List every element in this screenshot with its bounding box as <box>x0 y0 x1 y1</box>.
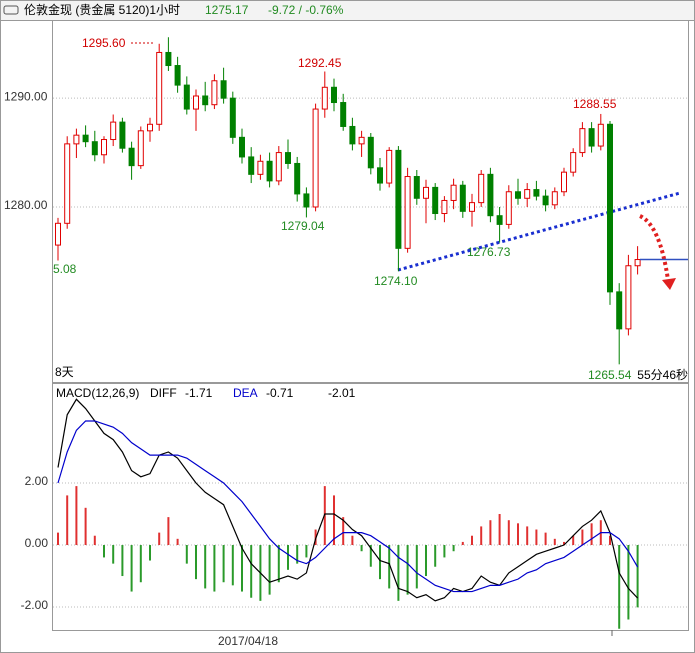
candle-body <box>413 176 420 199</box>
candle-body <box>404 176 411 249</box>
right-timer: 55分46秒 <box>637 368 688 382</box>
price-panel <box>52 20 689 383</box>
candle-body <box>91 141 98 156</box>
annotation: 5.08 <box>53 262 77 276</box>
candle-body <box>634 259 641 267</box>
candle-body <box>459 184 466 212</box>
annotation: 1295.60 <box>82 36 126 50</box>
candle-body <box>505 191 512 225</box>
candle-body <box>193 95 199 110</box>
candle-body <box>101 139 107 156</box>
candle-body <box>597 123 604 147</box>
y-tick-label: 1280.00 <box>4 198 48 212</box>
candle-body <box>524 189 531 199</box>
candle-body <box>248 156 255 175</box>
candle-body <box>588 128 595 147</box>
annotation: 1279.04 <box>281 219 325 233</box>
candle-body <box>331 86 337 104</box>
candle-body <box>432 186 439 215</box>
annotation: 1274.10 <box>374 274 418 288</box>
candle-body <box>450 184 457 201</box>
candle-body <box>64 143 71 224</box>
candle-body <box>579 128 586 154</box>
y-tick-label: 2.00 <box>25 474 49 488</box>
candle-body <box>469 202 475 212</box>
candle-body <box>358 136 365 145</box>
trend-line <box>397 191 681 272</box>
forecast-arrow <box>639 214 670 281</box>
candle-body <box>174 65 181 86</box>
candle-body <box>625 265 632 330</box>
candle-body <box>386 149 393 184</box>
candle-body <box>128 147 135 167</box>
candle-body <box>616 291 623 330</box>
candle-body <box>275 152 282 182</box>
candle-body <box>570 152 577 173</box>
candle-body <box>515 191 521 199</box>
left-timer: 8天 <box>55 365 74 379</box>
macd-label: MACD(12,26,9) <box>56 386 139 400</box>
candle-body <box>147 123 153 132</box>
y-tick-label: 0.00 <box>25 536 49 550</box>
candle-body <box>607 123 613 293</box>
candle-body <box>220 80 227 99</box>
y-tick-label: -2.00 <box>21 598 49 612</box>
annotation: 1276.73 <box>467 245 511 259</box>
candle-body <box>340 102 347 127</box>
forecast-arrowhead <box>662 278 676 290</box>
legend-entry: DEA <box>233 386 258 400</box>
price-change: -9.72 / -0.76% <box>268 3 344 17</box>
candle-body <box>487 173 494 217</box>
link-icon[interactable] <box>3 5 19 15</box>
candle-body <box>294 162 301 195</box>
candle-body <box>367 136 374 169</box>
readout: -0.71 <box>266 386 294 400</box>
candle-body <box>551 191 558 206</box>
candle-body <box>542 195 549 206</box>
candle-body <box>137 130 144 167</box>
candle-body <box>285 152 291 164</box>
candle-body <box>303 193 310 208</box>
candle-body <box>257 160 264 175</box>
candle-body <box>395 149 402 249</box>
candle-body <box>119 121 126 149</box>
candle-body <box>110 121 117 141</box>
candle-body <box>165 51 172 67</box>
candle-body <box>73 134 80 145</box>
candle-body <box>349 125 356 145</box>
candle-body <box>312 108 319 208</box>
candle-body <box>156 51 163 125</box>
header-title: 伦敦金现 (贵金属 5120)1小时 <box>24 2 180 17</box>
candle-body <box>377 167 383 184</box>
candle-body <box>423 186 429 199</box>
candle-body <box>229 97 236 138</box>
annotation: 1292.45 <box>298 56 342 70</box>
annotation: 1265.54 <box>588 368 632 382</box>
candle-body <box>441 199 448 215</box>
readout: -2.01 <box>328 386 356 400</box>
candle-body <box>183 84 190 110</box>
candle-body <box>321 86 328 110</box>
y-tick-label: 1290.00 <box>4 89 48 103</box>
candle-body <box>266 160 273 182</box>
candle-body <box>496 215 503 225</box>
legend-entry: DIFF <box>150 386 177 400</box>
last-price: 1275.17 <box>205 3 249 17</box>
candle-body <box>478 173 485 204</box>
candle-body <box>561 171 567 193</box>
candle-body <box>239 136 245 158</box>
macd-line <box>57 398 639 602</box>
readout: -1.71 <box>185 386 213 400</box>
candle-body <box>533 189 540 197</box>
macd-line <box>57 420 639 593</box>
macd-panel <box>52 383 689 631</box>
annotation: 1288.55 <box>573 97 617 111</box>
x-tick-label: 2017/04/18 <box>218 634 278 648</box>
candle-body <box>211 80 218 106</box>
candle-body <box>202 95 209 106</box>
candle-body <box>82 134 89 143</box>
candle-body <box>55 222 61 246</box>
